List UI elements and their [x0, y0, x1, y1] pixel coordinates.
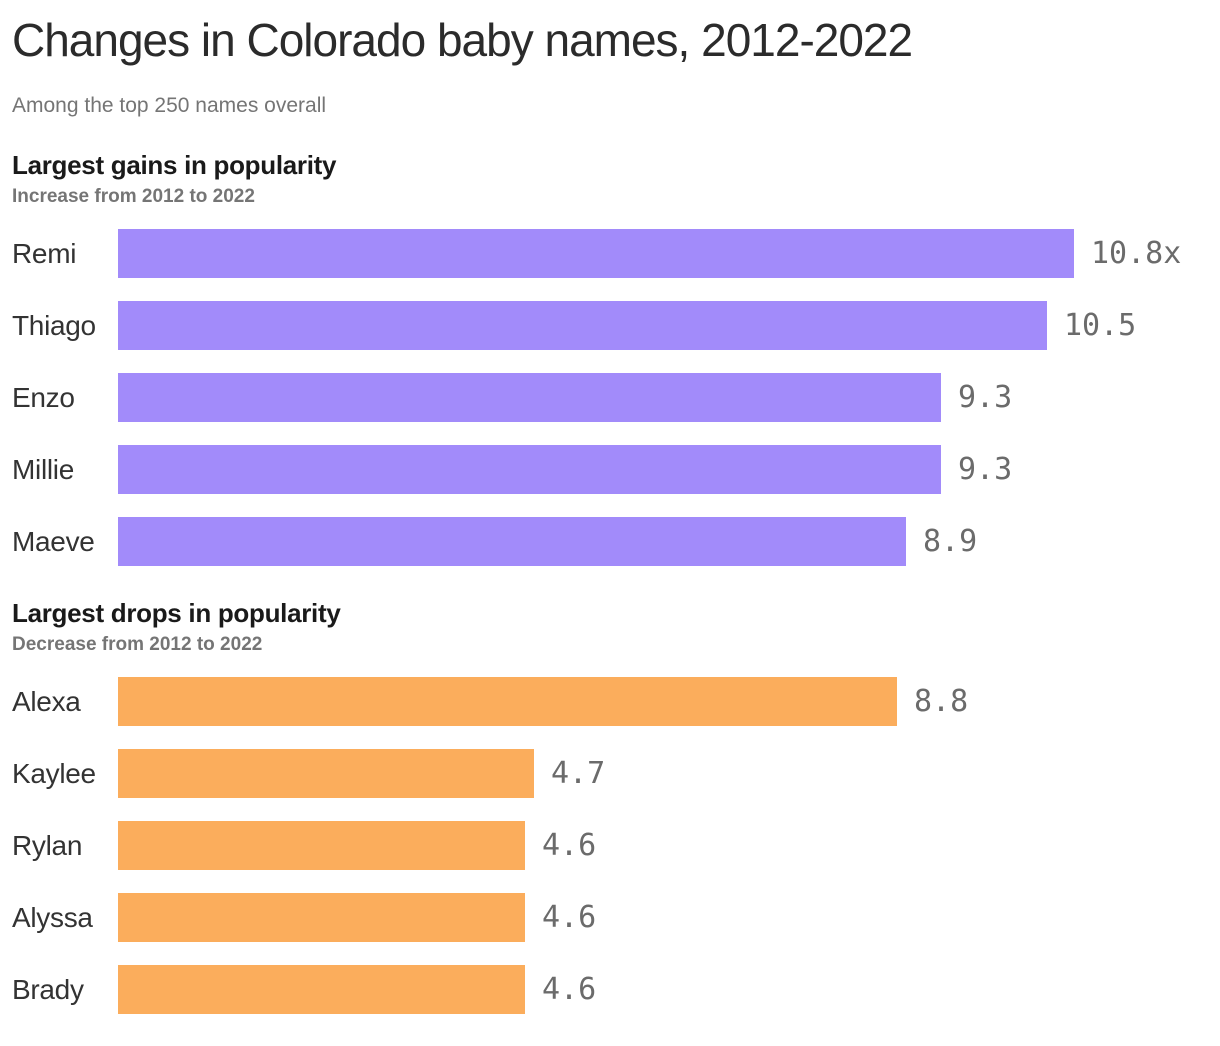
bar-category-label: Brady	[12, 973, 84, 1005]
bar-row: Enzo 9.3	[0, 373, 1220, 423]
bar-value-label: 10.5	[1064, 308, 1137, 344]
bar-value-label: 9.3	[958, 380, 1013, 416]
bar-row: Maeve 8.9	[0, 517, 1220, 567]
drops-bar-rows: Alexa 8.8 Kaylee 4.7 Rylan 4.6 Alyssa 4.6 Brady 4…	[0, 677, 1220, 1015]
section-drops: Largest drops in popularity Decrease fro…	[0, 598, 1220, 1015]
gains-section-subtitle: Increase from 2012 to 2022	[12, 186, 255, 208]
bar-category-label: Enzo	[12, 381, 75, 413]
gains-section-title: Largest gains in popularity	[12, 150, 337, 181]
bar-row: Alyssa 4.6	[0, 893, 1220, 943]
bar	[118, 677, 897, 727]
bar-value-label: 4.7	[551, 756, 606, 792]
bar-category-label: Rylan	[12, 829, 83, 861]
bar-row: Alexa 8.8	[0, 677, 1220, 727]
bar-row: Brady 4.6	[0, 965, 1220, 1015]
bar-value-label: 9.3	[958, 452, 1013, 488]
bar-value-label: 8.9	[923, 524, 978, 560]
bar-category-label: Maeve	[12, 525, 95, 557]
bar	[118, 893, 525, 943]
bar	[118, 965, 525, 1015]
bar-row: Rylan 4.6	[0, 821, 1220, 871]
bar-value-label: 10.8x	[1091, 236, 1182, 272]
bar	[118, 517, 906, 567]
bar-value-label: 8.8	[914, 684, 969, 720]
bar-value-label: 4.6	[542, 900, 597, 936]
page-subtitle: Among the top 250 names overall	[12, 93, 327, 117]
drops-section-subtitle: Decrease from 2012 to 2022	[12, 634, 263, 656]
bar-row: Remi 10.8x	[0, 229, 1220, 279]
bar	[118, 445, 941, 495]
bar-category-label: Millie	[12, 453, 74, 485]
bar	[118, 301, 1047, 351]
section-gains: Largest gains in popularity Increase fro…	[0, 150, 1220, 567]
bar-value-label: 4.6	[542, 828, 597, 864]
drops-section-title: Largest drops in popularity	[12, 598, 341, 629]
page-title: Changes in Colorado baby names, 2012-202…	[12, 14, 913, 66]
gains-bar-rows: Remi 10.8x Thiago 10.5 Enzo 9.3 Millie 9.3 Maeve…	[0, 229, 1220, 567]
bar	[118, 749, 534, 799]
bar	[118, 229, 1074, 279]
bar-category-label: Alyssa	[12, 901, 93, 933]
bar-category-label: Remi	[12, 237, 77, 269]
bar-category-label: Thiago	[12, 309, 96, 341]
bar	[118, 821, 525, 871]
bar-category-label: Alexa	[12, 685, 81, 717]
bar-row: Kaylee 4.7	[0, 749, 1220, 799]
bar-value-label: 4.6	[542, 972, 597, 1008]
bar-category-label: Kaylee	[12, 757, 96, 789]
bar	[118, 373, 941, 423]
bar-row: Millie 9.3	[0, 445, 1220, 495]
bar-row: Thiago 10.5	[0, 301, 1220, 351]
